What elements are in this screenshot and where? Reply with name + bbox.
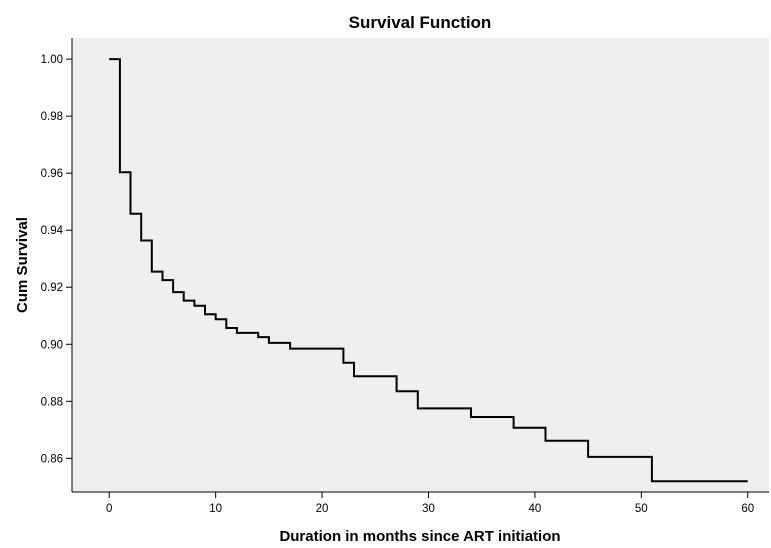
y-tick-label: 0.86 [41, 453, 63, 465]
y-tick-label: 1.00 [41, 54, 63, 66]
plot-area [72, 38, 769, 492]
x-tick-label: 50 [635, 503, 648, 515]
y-tick-label: 0.92 [41, 282, 63, 294]
y-tick-label: 0.94 [41, 225, 64, 237]
x-tick-label: 40 [528, 503, 541, 515]
x-tick-label: 10 [209, 503, 222, 515]
y-tick-label: 0.96 [41, 168, 63, 180]
x-axis-label: Duration in months since ART initiation [279, 528, 560, 545]
y-tick-label: 0.98 [41, 111, 63, 123]
chart-title: Survival Function [349, 13, 492, 32]
survival-curve-line [109, 58, 748, 483]
x-tick-label: 30 [422, 503, 435, 515]
y-axis-label: Cum Survival [14, 217, 31, 313]
x-axis-ticks: 0 10 20 30 40 50 60 [106, 492, 754, 515]
x-tick-label: 60 [741, 503, 754, 515]
y-tick-label: 0.88 [41, 396, 63, 408]
x-tick-label: 20 [316, 503, 329, 515]
x-tick-label: 0 [106, 503, 112, 515]
y-axis-ticks: 0.86 0.88 0.90 0.92 0.94 0.96 0.98 1.00 [41, 54, 72, 465]
y-tick-label: 0.90 [41, 339, 63, 351]
